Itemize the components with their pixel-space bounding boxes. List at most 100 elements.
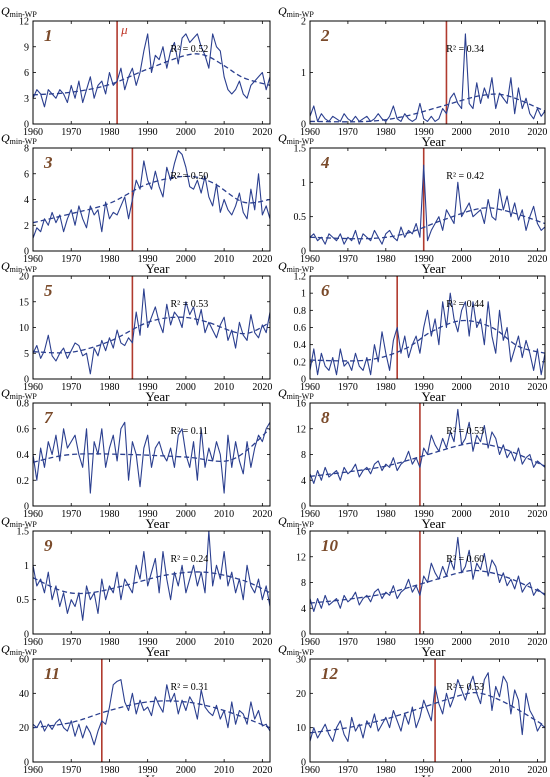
plot-frame	[309, 20, 546, 125]
x-tick-label: 1960	[23, 382, 43, 393]
series-line	[32, 150, 271, 239]
series-line	[32, 33, 271, 108]
x-tick-label: 2000	[176, 765, 196, 776]
y-axis-title: Qmin-WP	[278, 386, 314, 401]
y-tick-label: 8	[301, 450, 306, 461]
y-tick-label: 4	[301, 476, 306, 487]
chart-panel-12: Qmin-WP 0 10 20 30 1960 1970 1980 1990 2000 2010 20…	[278, 642, 547, 777]
y-tick-label: 4	[301, 604, 306, 615]
x-axis-title: Year	[146, 389, 171, 404]
x-tick-label: 1970	[338, 127, 358, 138]
r2-annotation: R² = 0.31	[170, 682, 208, 693]
x-tick-label: 2000	[452, 765, 472, 776]
y-tick-label: 1	[301, 178, 306, 189]
x-tick-label: 1970	[61, 127, 81, 138]
x-tick-label: 2020	[527, 509, 547, 520]
x-tick-label: 2020	[252, 765, 272, 776]
x-tick-label: 2010	[490, 127, 510, 138]
plot-frame	[32, 658, 271, 763]
y-tick-label: 0	[301, 758, 306, 769]
y-tick-label: 1	[301, 289, 306, 300]
trend-line	[32, 700, 271, 729]
y-tick-label: 12	[19, 17, 29, 28]
x-tick-label: 2020	[252, 509, 272, 520]
y-tick-label: 20	[296, 689, 306, 700]
trend-line	[32, 53, 271, 96]
x-tick-label: 1970	[338, 637, 358, 648]
r2-annotation: R² = 0.52	[170, 44, 208, 55]
trend-line	[309, 207, 546, 240]
y-tick-label: 12	[296, 552, 306, 563]
r2-annotation: R² = 0.53	[446, 682, 484, 693]
mu-label: μ	[120, 22, 128, 37]
x-tick-label: 1960	[300, 382, 320, 393]
r2-annotation: R² = 0.11	[170, 426, 207, 437]
x-tick-label: 2010	[214, 127, 234, 138]
y-tick-label: 0.4	[294, 340, 307, 351]
x-tick-label: 1960	[300, 127, 320, 138]
x-tick-label: 1990	[138, 509, 158, 520]
x-tick-label: 2000	[452, 127, 472, 138]
panel-label: 8	[321, 408, 330, 427]
x-tick-label: 2020	[527, 127, 547, 138]
series-line	[32, 288, 271, 375]
y-tick-label: 60	[19, 655, 29, 666]
x-tick-label: 2020	[527, 637, 547, 648]
x-tick-label: 2000	[452, 509, 472, 520]
y-tick-label: 6	[24, 68, 29, 79]
y-tick-label: 10	[296, 723, 306, 734]
r2-annotation: R² = 0.60	[446, 554, 484, 565]
y-tick-label: 0.5	[17, 595, 30, 606]
x-axis-title: Year	[422, 134, 447, 149]
y-tick-label: 0.2	[17, 476, 30, 487]
x-tick-label: 2010	[490, 382, 510, 393]
x-axis-title: Year	[422, 644, 447, 659]
panel-label: 11	[44, 664, 60, 683]
plot-frame	[32, 275, 271, 380]
y-axis-title: Qmin-WP	[278, 514, 314, 529]
x-tick-label: 1960	[23, 509, 43, 520]
x-tick-label: 2000	[176, 509, 196, 520]
series-line	[309, 536, 546, 613]
x-tick-label: 2010	[214, 254, 234, 265]
y-tick-label: 0	[24, 120, 29, 131]
y-tick-label: 0	[24, 502, 29, 513]
x-tick-label: 1980	[99, 637, 119, 648]
x-tick-label: 1970	[61, 382, 81, 393]
series-line	[32, 530, 271, 621]
chart-panel-11: Qmin-WP 0 20 40 60 1960 1970 1980 1990 2000 2010 20…	[1, 642, 272, 777]
x-axis-title: Year	[422, 261, 447, 276]
plot-frame	[309, 658, 546, 763]
x-tick-label: 1970	[338, 254, 358, 265]
y-axis-title: Qmin-WP	[1, 4, 37, 19]
x-tick-label: 2000	[176, 637, 196, 648]
y-tick-label: 0.6	[294, 323, 307, 334]
y-tick-label: 16	[296, 527, 306, 538]
y-tick-label: 1.5	[294, 144, 307, 155]
y-tick-label: 1	[301, 68, 306, 79]
y-tick-label: 5	[24, 349, 29, 360]
y-tick-label: 20	[19, 272, 29, 283]
x-tick-label: 1970	[61, 637, 81, 648]
y-tick-label: 2	[24, 221, 29, 232]
y-tick-label: 0	[301, 502, 306, 513]
y-tick-label: 1	[24, 561, 29, 572]
x-tick-label: 1980	[376, 254, 396, 265]
x-tick-label: 1980	[376, 509, 396, 520]
y-tick-label: 0	[24, 758, 29, 769]
panel-label: 4	[320, 153, 330, 172]
y-tick-label: 0	[301, 120, 306, 131]
r2-annotation: R² = 0.53	[170, 299, 208, 310]
panel-label: 5	[44, 281, 53, 300]
x-tick-label: 1970	[338, 509, 358, 520]
panel-label: 12	[321, 664, 339, 683]
y-axis-title: Qmin-WP	[1, 386, 37, 401]
x-tick-label: 1960	[300, 254, 320, 265]
y-tick-label: 2	[301, 17, 306, 28]
trend-line	[309, 93, 546, 123]
x-tick-label: 1990	[414, 254, 434, 265]
